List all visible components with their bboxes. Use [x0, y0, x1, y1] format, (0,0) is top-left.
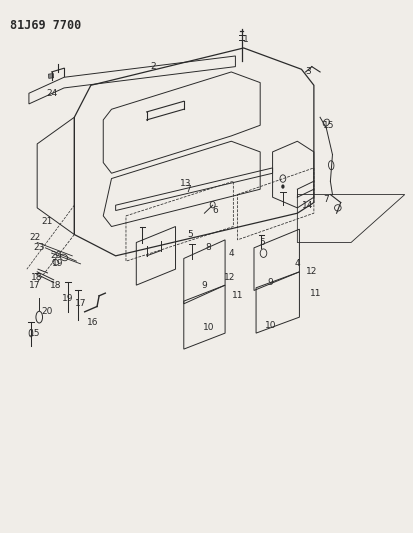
- Text: 18: 18: [50, 281, 62, 289]
- Text: 14: 14: [302, 201, 313, 209]
- Text: 12: 12: [223, 273, 235, 281]
- Text: 7: 7: [185, 185, 191, 193]
- Text: 12: 12: [306, 268, 318, 276]
- Text: 10: 10: [203, 324, 214, 332]
- Text: 3: 3: [305, 68, 311, 76]
- Text: 2: 2: [150, 62, 156, 71]
- Text: 23: 23: [33, 244, 45, 252]
- Text: 9: 9: [268, 278, 273, 287]
- Text: 7: 7: [323, 196, 329, 204]
- Text: 18: 18: [31, 273, 43, 281]
- Bar: [48, 74, 54, 78]
- Text: 24: 24: [46, 89, 57, 98]
- Text: 9: 9: [202, 281, 207, 289]
- Text: 16: 16: [87, 318, 99, 327]
- Text: 15: 15: [323, 121, 334, 130]
- Text: 5: 5: [259, 238, 265, 247]
- Text: 22: 22: [29, 233, 41, 241]
- Text: 17: 17: [29, 281, 41, 289]
- Text: 19: 19: [52, 260, 64, 268]
- Text: 4: 4: [228, 249, 234, 257]
- Text: 10: 10: [265, 321, 276, 329]
- Text: 1: 1: [243, 36, 249, 44]
- Circle shape: [281, 184, 285, 189]
- Text: 13: 13: [180, 180, 192, 188]
- Text: 6: 6: [212, 206, 218, 215]
- Text: 4: 4: [294, 260, 300, 268]
- Text: 19: 19: [62, 294, 74, 303]
- Text: 17: 17: [75, 300, 86, 308]
- Text: 81J69 7700: 81J69 7700: [10, 19, 82, 31]
- Text: 5: 5: [187, 230, 193, 239]
- Text: 15: 15: [29, 329, 41, 337]
- Text: 11: 11: [310, 289, 322, 297]
- Text: 21: 21: [42, 217, 53, 225]
- Text: 20: 20: [42, 308, 53, 316]
- Text: 11: 11: [232, 292, 243, 300]
- Text: 20: 20: [50, 252, 62, 260]
- Text: 8: 8: [206, 244, 211, 252]
